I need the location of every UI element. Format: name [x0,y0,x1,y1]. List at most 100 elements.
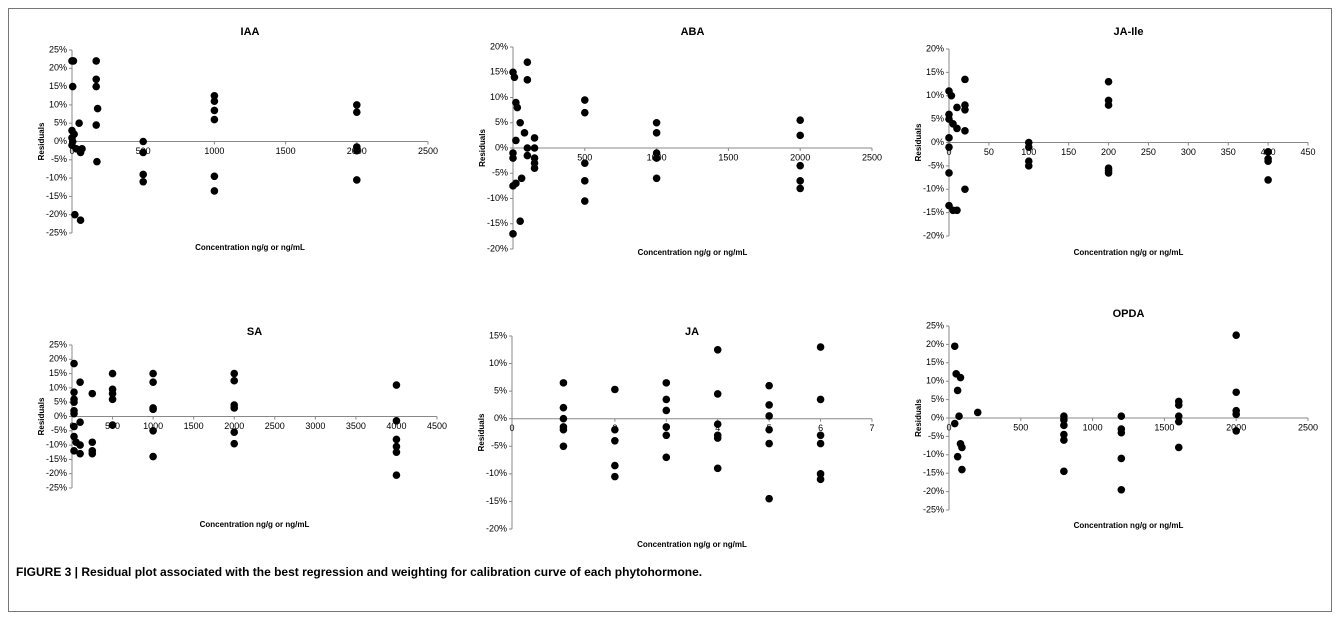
point [816,395,825,404]
point [611,461,619,470]
x-tick-label: 300 [1181,147,1196,157]
x-tick-label: 100 [1021,147,1036,157]
point [662,431,671,440]
y-tick-label: -20% [46,468,67,478]
point [1264,148,1272,156]
x-tick-label: 6 [818,423,823,433]
point [765,381,773,390]
y-tick-label: -15% [923,207,944,217]
y-tick-label: -20% [923,486,944,496]
x-axis-label: Concentration ng/g or ng/mL [1074,521,1184,530]
y-tick-label: 0% [54,136,67,146]
point [1060,421,1068,430]
point [953,124,961,133]
point [662,423,671,431]
y-tick-label: -25% [923,504,944,514]
point [530,134,539,142]
point [523,151,532,160]
y-tick-label: -15% [487,218,508,228]
y-tick-label: 0% [494,413,507,423]
point [796,116,804,125]
point [70,130,78,138]
x-tick-label: 0 [69,146,74,156]
point [1232,410,1240,419]
x-tick-label: 150 [1061,147,1076,157]
point [816,470,825,478]
point [955,412,963,420]
point [559,414,568,423]
chart-title: OPDA [1113,308,1145,320]
point [139,170,147,179]
point [210,106,219,115]
y-tick-label: 5% [495,117,508,127]
point [1174,417,1183,426]
y-tick-label: 20% [926,339,944,349]
x-tick-label: 7 [869,423,874,433]
point [662,395,671,404]
point [523,144,532,152]
y-tick-label: -20% [486,523,507,533]
point [945,143,953,151]
point [210,91,219,100]
x-tick-label: 2000 [790,152,810,162]
x-tick-label: 2500 [265,421,285,431]
point [392,442,401,451]
y-tick-label: 15% [490,67,508,77]
point [816,431,825,440]
point [816,343,825,351]
x-tick-label: 200 [1101,147,1116,157]
point [713,345,722,354]
point [559,425,568,434]
point [1024,143,1033,151]
y-tick-label: -10% [923,449,944,459]
point [765,425,773,434]
y-tick-label: 15% [49,81,67,91]
x-tick-label: 4500 [427,421,447,431]
point [1060,436,1068,444]
point [1104,101,1113,109]
point [713,390,722,398]
y-tick-label: -25% [46,482,67,492]
point [796,177,804,185]
point [93,157,101,166]
point [945,134,953,142]
y-axis-label: Residuals [37,397,46,435]
point [953,386,962,395]
x-axis-label: Concentration ng/g or ng/mL [1074,248,1184,257]
y-tick-label: 5% [494,386,507,396]
point [1060,430,1068,439]
point [581,159,589,167]
point [765,412,773,420]
point [958,465,966,474]
point [1117,428,1126,437]
point [523,58,532,66]
y-tick-label: 15% [926,67,944,77]
y-tick-label: 10% [49,382,67,392]
y-tick-label: 10% [49,99,67,109]
y-tick-label: 15% [926,357,944,367]
point [559,403,568,412]
point [392,471,401,479]
y-tick-label: -5% [51,425,67,435]
chart-title: JA-Ile [1114,26,1144,38]
caption: FIGURE 3 | Residual plot associated with… [16,565,702,579]
y-tick-label: 10% [489,358,507,368]
y-tick-label: -25% [46,227,67,237]
x-tick-label: 4000 [386,421,406,431]
y-tick-label: -5% [928,160,944,170]
point [392,435,401,444]
point [516,217,524,226]
point [392,381,401,389]
x-tick-label: 250 [1141,147,1156,157]
point [1060,467,1068,476]
point [559,379,568,387]
point [230,369,239,378]
y-tick-label: -15% [923,468,944,478]
y-tick-label: 20% [49,63,67,73]
point [70,409,78,418]
point [652,118,661,127]
point [70,359,78,368]
point [816,439,825,448]
x-tick-label: 2500 [862,152,882,162]
point [75,119,83,127]
